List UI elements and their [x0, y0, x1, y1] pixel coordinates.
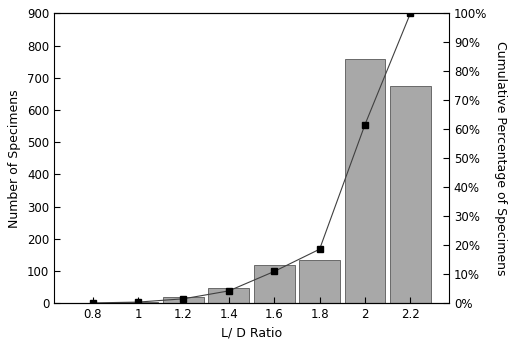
Y-axis label: Number of Specimens: Number of Specimens: [8, 89, 21, 228]
Bar: [163, 297, 204, 303]
Bar: [254, 265, 295, 303]
Y-axis label: Cumulative Percentage of Specimens: Cumulative Percentage of Specimens: [494, 41, 507, 276]
Bar: [390, 86, 431, 303]
Bar: [209, 288, 249, 303]
Bar: [117, 302, 159, 303]
Bar: [299, 260, 340, 303]
Bar: [345, 60, 385, 303]
X-axis label: L/ D Ratio: L/ D Ratio: [221, 327, 282, 340]
